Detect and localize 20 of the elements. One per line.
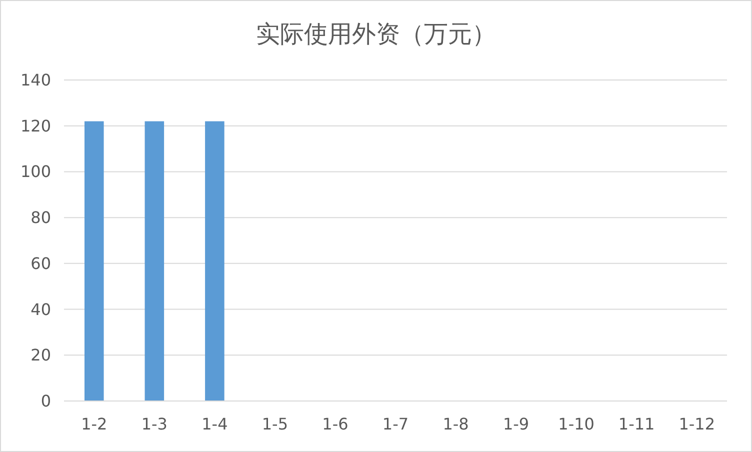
y-tick-label: 60 <box>30 254 51 273</box>
x-tick-label: 1-9 <box>502 414 530 434</box>
y-tick-label: 40 <box>30 300 51 319</box>
x-tick-label: 1-4 <box>202 414 228 434</box>
x-tick-label: 1-6 <box>322 414 348 434</box>
x-tick-label: 1-12 <box>678 414 716 434</box>
y-tick-label: 80 <box>30 208 51 228</box>
title: 实际使用外资（万元） <box>256 20 496 48</box>
x-tick-label: 1-8 <box>442 414 469 434</box>
x-tick-label: 1-7 <box>382 414 409 434</box>
y-tick-label: 100 <box>20 162 51 182</box>
y-tick-label: 0 <box>40 392 51 410</box>
x-tick-label: 1-5 <box>262 414 288 434</box>
x-tick-label: 1-11 <box>618 414 655 434</box>
x-tick-label: 1-2 <box>81 414 108 434</box>
y-tick-label: 20 <box>30 346 51 365</box>
y-tick-label: 140 <box>20 70 51 90</box>
x-tick-label: 1-3 <box>141 414 168 434</box>
x-tick-label: 1-10 <box>558 414 594 434</box>
y-tick-label: 120 <box>20 116 51 136</box>
